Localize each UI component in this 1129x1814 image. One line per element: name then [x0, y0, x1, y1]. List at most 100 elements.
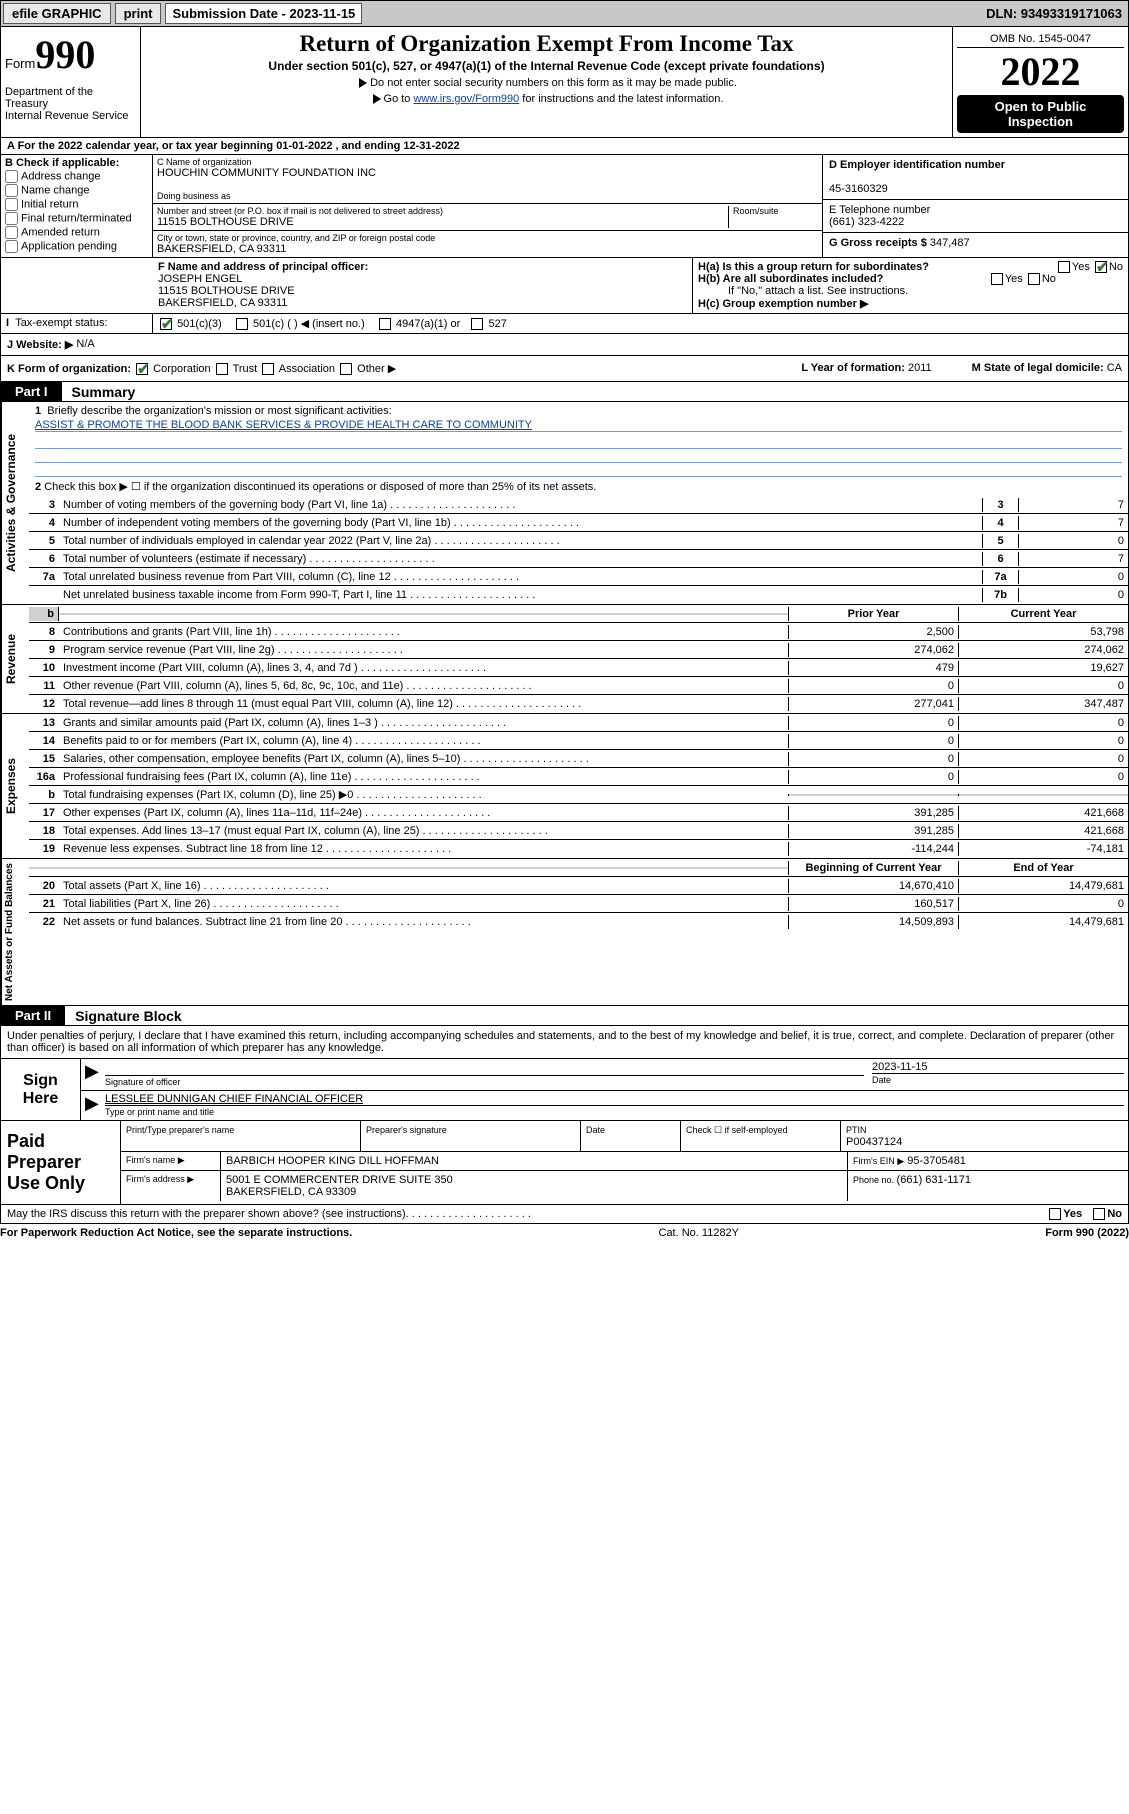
form-word: Form	[5, 56, 35, 71]
org-info-block: B Check if applicable: Address change Na…	[0, 155, 1129, 258]
ha-yes-check[interactable]	[1058, 261, 1070, 273]
mayirs-yes-check[interactable]	[1049, 1208, 1061, 1220]
irs-link[interactable]: www.irs.gov/Form990	[413, 93, 519, 105]
summary-line: 7aTotal unrelated business revenue from …	[29, 568, 1128, 586]
prep-date-label: Date	[586, 1125, 605, 1135]
hb-note: If "No," attach a list. See instructions…	[698, 285, 1123, 297]
officer-label: F Name and address of principal officer:	[158, 261, 368, 273]
col-b-checkboxes: B Check if applicable: Address change Na…	[1, 155, 153, 257]
header-title-cell: Return of Organization Exempt From Incom…	[141, 27, 953, 137]
sec-expenses: Expenses 13Grants and similar amounts pa…	[0, 714, 1129, 859]
tax-period: A For the 2022 calendar year, or tax yea…	[0, 138, 1129, 155]
paid-preparer-label: Paid Preparer Use Only	[1, 1121, 121, 1204]
summary-line: 11Other revenue (Part VIII, column (A), …	[29, 677, 1128, 695]
hb-no-check[interactable]	[1028, 273, 1040, 285]
sec-governance: Activities & Governance 1 Briefly descri…	[0, 402, 1129, 605]
principal-officer: F Name and address of principal officer:…	[153, 258, 693, 313]
signature-block: Under penalties of perjury, I declare th…	[0, 1026, 1129, 1205]
summary-line: 15Salaries, other compensation, employee…	[29, 750, 1128, 768]
check-amended-return[interactable]: Amended return	[5, 226, 148, 239]
may-irs-text: May the IRS discuss this return with the…	[7, 1208, 406, 1220]
check-501c[interactable]	[236, 318, 248, 330]
check-name-change[interactable]: Name change	[5, 184, 148, 197]
check-association[interactable]	[262, 363, 274, 375]
summary-line: 4Number of independent voting members of…	[29, 514, 1128, 532]
check-address-change[interactable]: Address change	[5, 170, 148, 183]
print-button[interactable]: print	[115, 3, 162, 24]
vtab-netassets: Net Assets or Fund Balances	[1, 859, 29, 1005]
ha-label: H(a) Is this a group return for subordin…	[698, 261, 929, 273]
preparer-row-2: Firm's name ▶ BARBICH HOOPER KING DILL H…	[121, 1152, 1128, 1171]
check-trust[interactable]	[216, 363, 228, 375]
ptin-label: PTIN	[846, 1125, 867, 1135]
check-final-return[interactable]: Final return/terminated	[5, 212, 148, 225]
summary-line: 10Investment income (Part VIII, column (…	[29, 659, 1128, 677]
ha-no-check[interactable]	[1095, 261, 1107, 273]
summary-line: 18Total expenses. Add lines 13–17 (must …	[29, 822, 1128, 840]
triangle-icon	[373, 94, 381, 104]
summary-line: 6Total number of volunteers (estimate if…	[29, 550, 1128, 568]
efile-button[interactable]: efile GRAPHIC	[3, 3, 111, 24]
mayirs-no-check[interactable]	[1093, 1208, 1105, 1220]
sec-net-assets: Net Assets or Fund Balances Beginning of…	[0, 859, 1129, 1006]
penalty-text: Under penalties of perjury, I declare th…	[1, 1026, 1128, 1059]
firm-tel-label: Phone no.	[853, 1175, 897, 1185]
sig-date: 2023-11-15	[872, 1061, 1124, 1073]
org-name: HOUCHIN COMMUNITY FOUNDATION INC	[157, 167, 818, 179]
firm-ein: 95-3705481	[907, 1155, 966, 1167]
check-application-pending[interactable]: Application pending	[5, 240, 148, 253]
line2-text: Check this box ▶ ☐ if the organization d…	[44, 481, 596, 493]
typed-name-label: Type or print name and title	[105, 1107, 214, 1117]
officer-addr1: 11515 BOLTHOUSE DRIVE	[158, 285, 295, 297]
firm-name: BARBICH HOOPER KING DILL HOFFMAN	[221, 1152, 848, 1170]
form-note-1: Do not enter social security numbers on …	[145, 77, 948, 89]
line1-text: Briefly describe the organization's miss…	[47, 405, 391, 417]
ein-value: 45-3160329	[829, 183, 888, 195]
current-year-hdr: Current Year	[958, 607, 1128, 621]
vtab-expenses: Expenses	[1, 714, 29, 858]
website-label: J Website: ▶	[7, 338, 73, 351]
col-b-header: B Check if applicable:	[5, 157, 119, 169]
officer-addr2: BAKERSFIELD, CA 93311	[158, 297, 287, 309]
dln: DLN: 93493319171063	[986, 6, 1128, 21]
summary-line: 16aProfessional fundraising fees (Part I…	[29, 768, 1128, 786]
city-label: City or town, state or province, country…	[157, 233, 818, 243]
state-domicile: M State of legal domicile: CA	[972, 362, 1122, 375]
sign-here-label: Sign Here	[1, 1059, 81, 1120]
prep-name-label: Print/Type preparer's name	[126, 1125, 234, 1135]
website-value: N/A	[76, 338, 94, 351]
summary-line: 19Revenue less expenses. Subtract line 1…	[29, 840, 1128, 858]
check-other[interactable]	[340, 363, 352, 375]
check-527[interactable]	[471, 318, 483, 330]
triangle-icon	[359, 78, 367, 88]
beg-year-hdr: Beginning of Current Year	[788, 861, 958, 875]
dept-treasury: Department of the Treasury Internal Reve…	[5, 78, 136, 122]
summary-line: 5Total number of individuals employed in…	[29, 532, 1128, 550]
sign-here-row: Sign Here ▶ Signature of officer 2023-11…	[1, 1059, 1128, 1120]
check-501c3[interactable]	[160, 318, 172, 330]
check-corporation[interactable]	[136, 363, 148, 375]
firm-addr: 5001 E COMMERCENTER DRIVE SUITE 350 BAKE…	[221, 1171, 848, 1201]
header-right: OMB No. 1545-0047 2022 Open to Public In…	[953, 27, 1128, 137]
ein-label: D Employer identification number	[829, 159, 1005, 171]
row-k-form-org: K Form of organization: Corporation Trus…	[0, 356, 1129, 382]
prep-sig-label: Preparer's signature	[366, 1125, 447, 1135]
self-employed-label: Check ☐ if self-employed	[686, 1125, 788, 1135]
hb-yes-check[interactable]	[991, 273, 1003, 285]
rev-header-row: b Prior Year Current Year	[29, 605, 1128, 623]
paid-preparer-row: Paid Preparer Use Only Print/Type prepar…	[1, 1120, 1128, 1204]
firm-ein-label: Firm's EIN ▶	[853, 1156, 904, 1166]
preparer-row-1: Print/Type preparer's name Preparer's si…	[121, 1121, 1128, 1152]
check-4947[interactable]	[379, 318, 391, 330]
summary-line: 20Total assets (Part X, line 16)14,670,4…	[29, 877, 1128, 895]
summary-line: 9Program service revenue (Part VIII, lin…	[29, 641, 1128, 659]
check-initial-return[interactable]: Initial return	[5, 198, 148, 211]
tax-status-label: Tax-exempt status:	[15, 317, 107, 329]
tax-year: 2022	[957, 48, 1124, 95]
page-footer: For Paperwork Reduction Act Notice, see …	[0, 1224, 1129, 1242]
form-number: 990	[35, 32, 95, 77]
hb-label: H(b) Are all subordinates included?	[698, 273, 883, 285]
form-title: Return of Organization Exempt From Incom…	[145, 31, 948, 57]
firm-name-label: Firm's name ▶	[121, 1152, 221, 1170]
row-i-tax-status: I Tax-exempt status: 501(c)(3) 501(c) ( …	[0, 314, 1129, 334]
